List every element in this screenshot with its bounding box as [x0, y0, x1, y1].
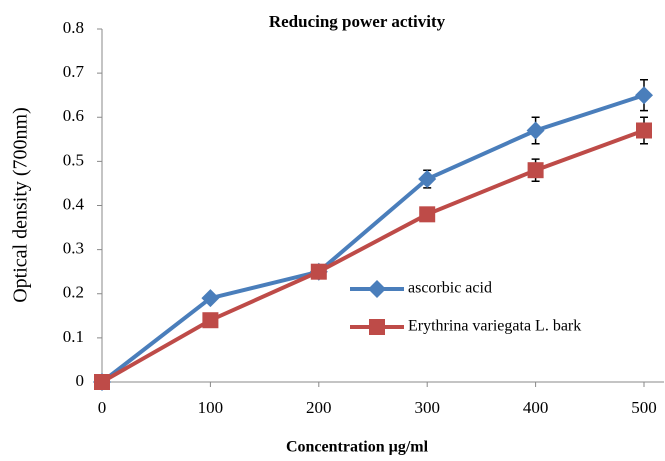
series-line [100, 93, 645, 384]
legend-marker [369, 319, 385, 335]
legend-marker [368, 280, 386, 298]
x-axis-label: Concentration µg/ml [286, 439, 429, 456]
legend-label: ascorbic acid [408, 280, 492, 297]
marker [310, 263, 327, 280]
y-tick-label: 0.3 [63, 239, 84, 258]
y-tick-label: 0.6 [63, 106, 84, 125]
marker [526, 121, 545, 140]
y-tick-label: 0.4 [63, 194, 85, 213]
marker [201, 289, 220, 308]
x-tick-label: 100 [198, 398, 224, 417]
legend-label: Erythrina variegata L. bark [408, 318, 581, 335]
marker [419, 206, 436, 223]
marker [94, 374, 110, 390]
y-tick-label: 0.5 [63, 150, 84, 169]
x-tick-label: 0 [98, 398, 107, 417]
x-tick-label: 300 [414, 398, 440, 417]
series-line [101, 128, 645, 384]
chart-title: Reducing power activity [269, 12, 446, 31]
y-tick-label: 0 [76, 371, 85, 390]
marker [527, 162, 544, 179]
marker [202, 312, 219, 329]
marker [635, 86, 653, 105]
y-tick-label: 0.2 [63, 283, 84, 302]
x-tick-label: 400 [523, 398, 549, 417]
x-tick-label: 500 [631, 398, 657, 417]
y-tick-label: 0.8 [63, 18, 84, 37]
marker [418, 170, 437, 189]
y-tick-label: 0.1 [63, 327, 84, 346]
x-tick-label: 200 [306, 398, 332, 417]
y-axis-label: Optical density (700nm) [10, 107, 32, 303]
marker [636, 122, 652, 139]
y-tick-label: 0.7 [63, 62, 85, 81]
